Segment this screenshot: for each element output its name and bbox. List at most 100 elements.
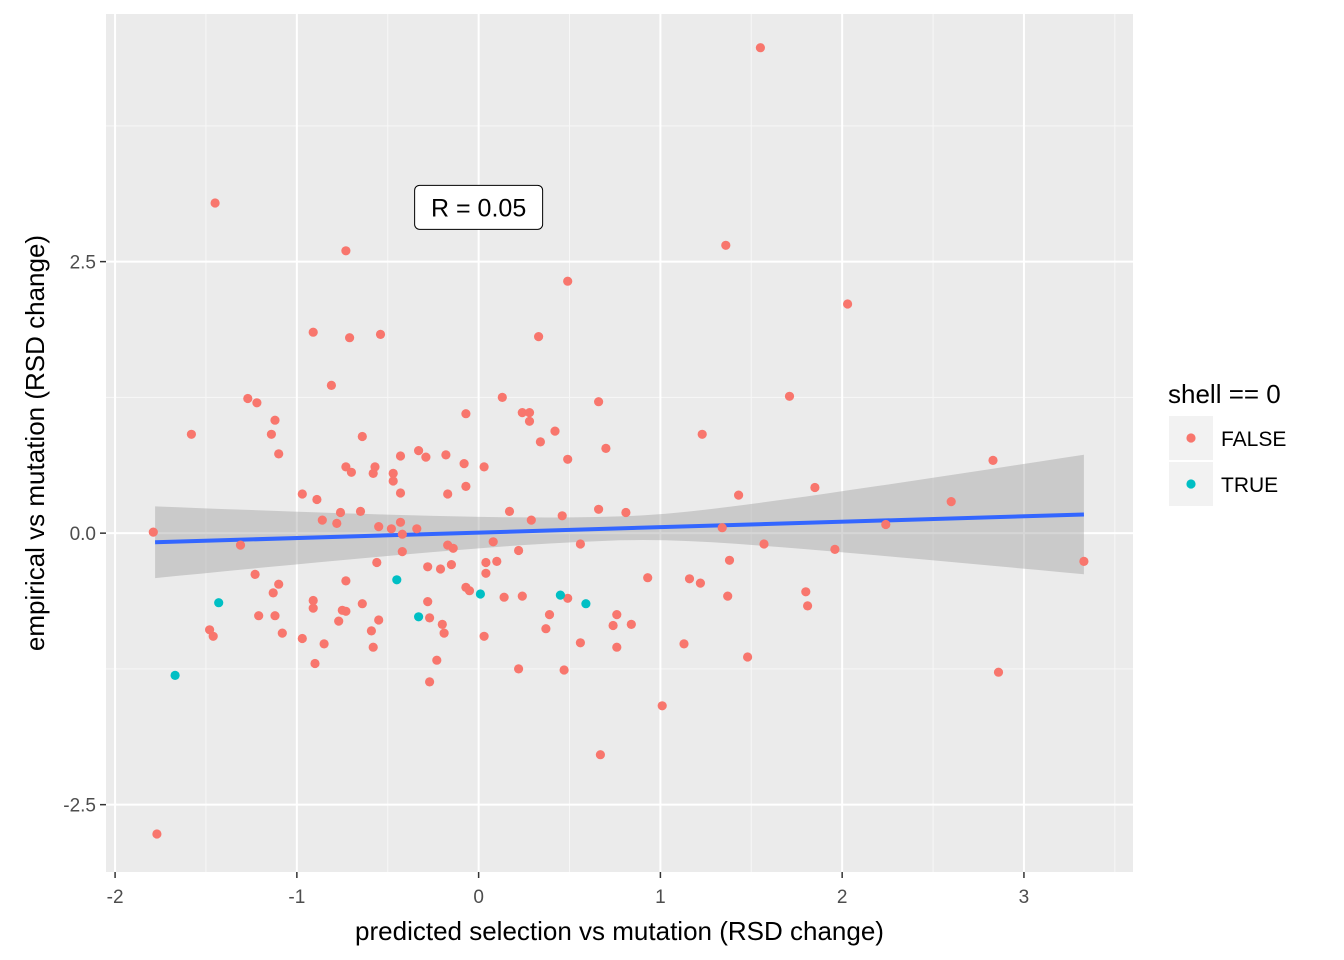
data-point-true [475,589,485,599]
x-tick-label: -2 [107,887,124,908]
data-point-false [332,518,342,529]
trend-line [155,512,1084,545]
data-point-false [612,610,622,620]
data-point-false [759,539,769,549]
y-axis-title: empirical vs mutation (RSD change) [20,235,50,651]
data-point-false [784,391,795,401]
data-point-false [414,446,424,456]
data-point-false [514,545,524,556]
data-point-false [594,504,604,514]
legend-title: shell == 0 [1168,379,1281,409]
data-point-false [388,476,398,486]
data-point-false [626,619,636,630]
points-layer [148,43,1089,839]
trend-layer [155,454,1084,579]
data-point-false [803,601,813,611]
y-tick-label: 0.0 [70,524,96,545]
x-tick-label: 2 [837,887,848,908]
data-point-false [374,615,384,625]
data-point-false [368,642,378,652]
data-point-false [481,557,491,568]
data-point-false [563,454,573,464]
data-point-false [308,603,318,613]
data-point-false [461,481,471,491]
data-point-false [397,547,407,557]
legend-items: FALSE TRUE [1169,416,1286,506]
data-point-false [801,587,811,597]
data-point-false [208,631,218,641]
data-point-false [492,556,502,567]
data-point-false [830,544,840,555]
data-point-false [608,620,618,631]
data-point-false [443,489,453,499]
data-point-false [755,43,766,53]
major-gridlines [106,14,1133,872]
data-point-false [341,576,351,586]
data-point-false [643,573,653,583]
data-point-false [514,664,524,674]
data-point-false [524,408,535,418]
data-point-false [395,488,406,498]
data-point-false [423,597,433,607]
data-point-false [541,624,551,634]
data-point-false [421,452,431,462]
data-point-false [461,409,471,419]
data-point-false [395,517,406,527]
y-tick-label: -2.5 [63,796,96,817]
data-point-false [252,398,262,408]
data-point-false [274,449,284,459]
data-point-false [550,426,560,436]
data-point-false [544,610,555,620]
data-point-false [448,543,458,553]
data-point-false [317,515,327,525]
data-point-false [441,450,451,460]
data-point-false [425,613,435,623]
data-point-false [268,588,278,598]
x-tick-label: -1 [288,887,305,908]
data-point-false [559,665,569,675]
data-point-false [479,631,489,641]
data-point-false [375,329,386,339]
data-point-false [679,639,689,649]
data-point-false [266,429,276,439]
data-point-false [274,579,284,589]
data-point-false [557,511,567,521]
data-point-false [341,246,351,256]
data-point-false [254,611,264,621]
data-point-false [374,522,384,532]
data-point-false [446,560,456,570]
x-axis-ticks: -2 -1 0 1 2 3 [107,872,1029,908]
data-point-false [946,497,956,507]
data-point-false [319,639,329,649]
data-point-false [148,527,158,537]
correlation-annotation: R = 0.05 [414,184,544,230]
data-point-true [555,590,566,600]
data-point-false [439,628,449,638]
data-point-false [270,415,280,425]
data-point-true [392,575,402,585]
data-point-false [412,524,422,534]
data-point-false [517,591,527,601]
annotation-text: R = 0.05 [431,194,526,222]
data-point-false [357,599,367,609]
data-point-false [372,557,382,568]
data-point-false [250,569,260,580]
legend-label-true: TRUE [1221,474,1278,497]
data-point-false [435,564,446,574]
data-point-false [621,507,631,518]
data-point-false [152,829,162,839]
data-point-false [881,519,891,530]
confidence-ribbon [155,454,1084,579]
legend: shell == 0 FALSE TRUE [1168,379,1286,506]
data-point-false [334,616,344,626]
data-point-false [297,489,307,499]
data-point-false [717,523,727,533]
data-point-false [395,451,406,461]
data-point-false [345,333,355,343]
data-point-false [479,462,489,472]
data-point-false [335,507,346,518]
data-point-false [308,327,318,337]
legend-label-false: FALSE [1221,428,1286,451]
data-point-false [341,606,351,616]
